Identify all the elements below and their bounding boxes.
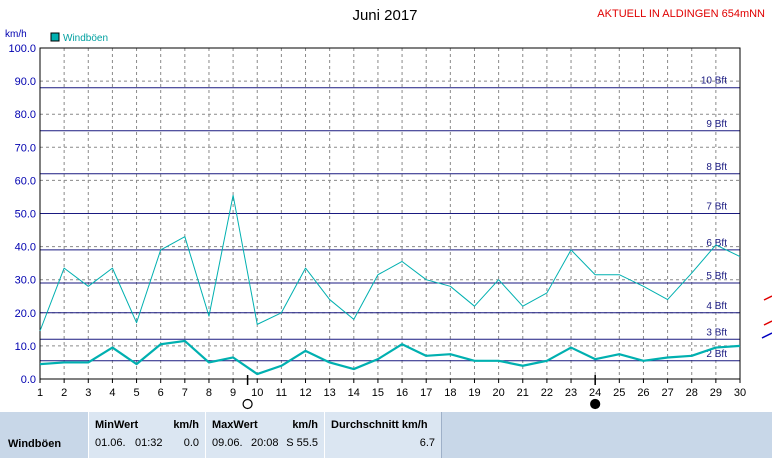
edge-artifact — [763, 320, 772, 326]
y-tick-label: 30.0 — [15, 275, 36, 287]
x-tick-label: 28 — [686, 387, 698, 399]
new-moon-icon — [590, 398, 601, 410]
min-value: 0.0 — [183, 437, 199, 449]
y-tick-label: 90.0 — [15, 76, 36, 88]
y-tick-label: 10.0 — [15, 341, 36, 353]
max-unit: km/h — [292, 419, 318, 431]
stats-max-cell: MaxWert km/h 09.06. 20:08 S 55.5 — [205, 412, 325, 458]
x-tick-label: 17 — [420, 387, 432, 399]
x-tick-label: 24 — [589, 387, 601, 399]
x-tick-label: 19 — [468, 387, 480, 399]
x-tick-label: 4 — [109, 387, 115, 399]
x-tick-label: 26 — [637, 387, 649, 399]
x-tick-label: 2 — [61, 387, 67, 399]
edge-artifact — [763, 295, 772, 301]
series-line-average — [39, 339, 741, 376]
y-tick-label: 100.0 — [8, 43, 36, 55]
x-tick-label: 15 — [372, 387, 384, 399]
stats-row-label: Windböen — [8, 438, 62, 450]
min-time: 01:32 — [135, 437, 163, 449]
full-moon-icon — [242, 398, 253, 410]
chart-axes: 0.0 10.0 20.0 30.0 40.0 50.0 60.0 70.0 80.0 90.0 1… — [8, 43, 772, 399]
chart-title: Juni 2017 — [352, 7, 417, 24]
legend-label: Windböen — [63, 33, 108, 44]
x-tick-label: 20 — [492, 387, 504, 399]
moon-phases — [242, 375, 601, 410]
x-tick-label: 10 — [251, 387, 263, 399]
x-tick-label: 7 — [182, 387, 188, 399]
y-axis-label: km/h — [5, 29, 27, 40]
beaufort-label: 9 Bft — [706, 119, 727, 130]
x-tick-label: 25 — [613, 387, 625, 399]
y-tick-label: 60.0 — [15, 175, 36, 187]
x-tick-label: 18 — [444, 387, 456, 399]
x-tick-label: 21 — [517, 387, 529, 399]
min-date: 01.06. — [95, 437, 126, 449]
x-tick-label: 1 — [37, 387, 43, 399]
stats-avg-cell: Durchschnitt km/h 6.7 — [324, 412, 442, 458]
y-tick-label: 70.0 — [15, 142, 36, 154]
y-tick-label: 40.0 — [15, 242, 36, 254]
beaufort-label: 5 Bft — [706, 271, 727, 282]
x-tick-label: 16 — [396, 387, 408, 399]
beaufort-label: 6 Bft — [706, 238, 727, 249]
max-time: 20:08 — [251, 437, 279, 449]
series-line-max — [39, 194, 741, 332]
y-tick-label: 0.0 — [21, 374, 36, 386]
beaufort-label: 10 Bft — [701, 76, 727, 87]
beaufort-label: 7 Bft — [706, 202, 727, 213]
beaufort-label: 4 Bft — [706, 301, 727, 312]
beaufort-lines: 2 Bft 3 Bft 4 Bft 5 Bft 6 Bft 7 Bft 8 Bft 9 Bft… — [40, 76, 740, 362]
y-tick-label: 50.0 — [15, 209, 36, 221]
wind-chart: 2 Bft 3 Bft 4 Bft 5 Bft 6 Bft 7 Bft 8 Bft 9 Bft… — [5, 7, 772, 410]
stats-panel: Windböen MinWert km/h 01.06. 01:32 0.0 M… — [0, 412, 772, 458]
legend-swatch — [50, 32, 60, 42]
beaufort-label: 3 Bft — [706, 327, 727, 338]
station-label: AKTUELL IN ALDINGEN 654mNN — [597, 8, 765, 20]
x-tick-label: 9 — [230, 387, 236, 399]
min-unit: km/h — [173, 419, 199, 431]
x-tick-label: 30 — [734, 387, 746, 399]
x-tick-label: 23 — [565, 387, 577, 399]
avg-value: 6.7 — [419, 437, 435, 449]
avg-header: Durchschnitt km/h — [331, 419, 428, 431]
y-tick-label: 80.0 — [15, 109, 36, 121]
max-date: 09.06. — [212, 437, 243, 449]
x-tick-label: 5 — [133, 387, 139, 399]
max-value: S 55.5 — [286, 437, 318, 449]
beaufort-label: 8 Bft — [706, 162, 727, 173]
chart-grid — [40, 48, 740, 379]
edge-artifact — [761, 332, 772, 339]
x-tick-label: 27 — [661, 387, 673, 399]
legend: Windböen — [50, 32, 108, 44]
x-tick-label: 22 — [541, 387, 553, 399]
x-tick-label: 29 — [710, 387, 722, 399]
x-tick-label: 3 — [85, 387, 91, 399]
beaufort-label: 2 Bft — [706, 349, 727, 360]
x-tick-label: 14 — [348, 387, 360, 399]
x-tick-label: 13 — [324, 387, 336, 399]
plot-frame — [39, 47, 741, 380]
x-tick-label: 6 — [158, 387, 164, 399]
min-header: MinWert — [95, 419, 139, 431]
y-tick-label: 20.0 — [15, 308, 36, 320]
x-tick-label: 12 — [299, 387, 311, 399]
chart-series — [39, 194, 741, 376]
stats-min-cell: MinWert km/h 01.06. 01:32 0.0 — [88, 412, 206, 458]
x-tick-label: 8 — [206, 387, 212, 399]
x-tick-label: 11 — [276, 387, 287, 399]
max-header: MaxWert — [212, 419, 258, 431]
